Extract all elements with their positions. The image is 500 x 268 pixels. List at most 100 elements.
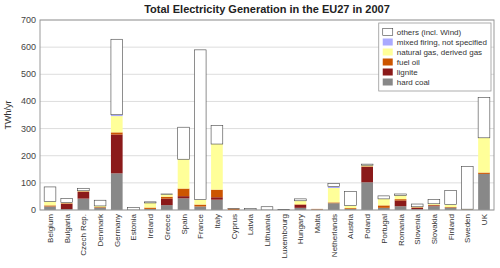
bar-segment xyxy=(445,207,457,208)
bar-segment xyxy=(111,173,123,210)
bar-segment xyxy=(178,196,190,198)
x-tick-label: Luxembourg xyxy=(280,214,289,258)
x-tick-label: Austria xyxy=(346,213,355,238)
bar-segment xyxy=(311,208,323,209)
bar-segment xyxy=(44,205,56,206)
bar-segment xyxy=(428,204,440,206)
bar-segment xyxy=(328,203,340,204)
bar-segment xyxy=(161,193,173,194)
bar-segment xyxy=(478,174,490,210)
bar-segment xyxy=(295,205,307,208)
legend-swatch xyxy=(383,59,393,66)
x-tick-label: Cyprus xyxy=(230,214,239,239)
bar-segment xyxy=(378,196,390,199)
bar-segment xyxy=(78,192,90,199)
grid-line xyxy=(40,128,494,129)
y-tick-label: 400 xyxy=(21,96,36,106)
bar-segment xyxy=(44,187,56,202)
bar-segment xyxy=(228,208,240,209)
bar-segment xyxy=(161,194,173,195)
bar-segment xyxy=(395,201,407,207)
bar-segment xyxy=(211,144,223,190)
x-tick-label: UK xyxy=(480,213,489,225)
bar-segment xyxy=(378,205,390,207)
bar-segment xyxy=(228,208,240,209)
bar-segment xyxy=(78,188,90,190)
x-tick-label: Poland xyxy=(363,214,372,239)
bar-segment xyxy=(44,206,56,210)
bar-segment xyxy=(478,173,490,174)
bar-segment xyxy=(345,206,357,208)
legend-swatch xyxy=(383,29,393,36)
x-tick-label: Belgium xyxy=(46,214,55,243)
title: Total Electricity Generation in the EU27… xyxy=(144,3,390,15)
bar-segment xyxy=(178,189,190,197)
bar-segment xyxy=(194,206,206,210)
bar-segment xyxy=(345,192,357,206)
bar-segment xyxy=(395,195,407,199)
bar-segment xyxy=(478,173,490,174)
bar-segment xyxy=(361,164,373,165)
y-axis-label: TWh/yr xyxy=(3,101,13,130)
x-tick-label: Ireland xyxy=(146,214,155,238)
bar-segment xyxy=(361,182,373,210)
bar-segment xyxy=(395,199,407,200)
x-tick-label: Malta xyxy=(313,213,322,233)
bar-segment xyxy=(411,208,423,209)
bar-segment xyxy=(328,188,340,202)
bar-segment xyxy=(144,208,156,209)
legend-label: others (incl. Wind) xyxy=(397,28,462,37)
x-tick-label: Latvia xyxy=(246,213,255,235)
bar-segment xyxy=(161,194,173,196)
grid xyxy=(40,20,494,210)
x-tick-label: Estonia xyxy=(129,213,138,240)
bar-segment xyxy=(461,166,473,209)
bar-segment xyxy=(395,194,407,195)
legend-frame xyxy=(379,23,491,91)
bar-segment xyxy=(211,190,223,198)
bar-segment xyxy=(311,208,323,209)
y-tick-label: 100 xyxy=(21,178,36,188)
bar-segment xyxy=(411,204,423,207)
bar-segment xyxy=(428,199,440,203)
x-tick-label: Slovakia xyxy=(430,213,439,244)
bar-segment xyxy=(445,190,457,204)
x-tick-label: Lithuania xyxy=(263,213,272,246)
x-tick-label: Bulgaria xyxy=(63,213,72,243)
bar-segment xyxy=(295,201,307,205)
legend-swatch xyxy=(383,49,393,56)
bar-segment xyxy=(144,203,156,208)
x-tick-label: Netherlands xyxy=(330,214,339,257)
bar-segment xyxy=(395,206,407,210)
chart: Total Electricity Generation in the EU27… xyxy=(0,0,500,268)
bar-segment xyxy=(111,116,123,132)
y-tick-label: 0 xyxy=(31,205,36,215)
bar-segment xyxy=(94,207,106,208)
bar-segment xyxy=(178,127,190,159)
bar-segment xyxy=(44,206,56,207)
grid-line xyxy=(40,155,494,156)
y-tick-label: 500 xyxy=(21,69,36,79)
bar-segment xyxy=(78,199,90,210)
bar-segment xyxy=(428,205,440,207)
plot-frame xyxy=(40,20,494,210)
bar-segment xyxy=(111,132,123,134)
bar-segment xyxy=(144,202,156,203)
y-tick-label: 600 xyxy=(21,42,36,52)
bar-segment xyxy=(194,200,206,205)
bar-segment xyxy=(361,165,373,166)
x-tick-label: Czech Rep. xyxy=(79,214,88,256)
x-tick-label: Slovenia xyxy=(413,213,422,244)
x-tick-label: Hungary xyxy=(296,214,305,244)
legend-swatch xyxy=(383,79,393,86)
x-tick-label: Denmark xyxy=(96,213,105,246)
legend-label: fuel oil xyxy=(397,58,420,67)
legend-label: hard coal xyxy=(397,78,430,87)
bar-segment xyxy=(428,206,440,210)
bar-segment xyxy=(361,166,373,168)
legend-label: mixed firing, not specified xyxy=(397,38,487,47)
bar-segment xyxy=(345,208,357,209)
y-tick-label: 300 xyxy=(21,124,36,134)
legend: others (incl. Wind)mixed firing, not spe… xyxy=(379,23,491,91)
bar-segment xyxy=(161,197,173,199)
